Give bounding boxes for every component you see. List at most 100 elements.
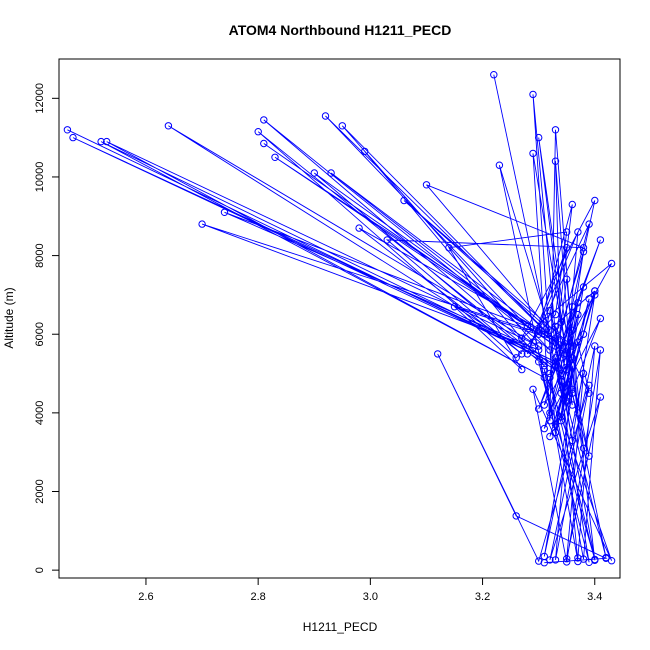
data-point (551, 354, 560, 362)
data-point (540, 365, 548, 374)
y-tick-label: 6000 (34, 322, 46, 346)
data-point (596, 236, 605, 244)
data-point (540, 424, 548, 433)
y-tick-label: 2000 (34, 479, 46, 503)
data-point (551, 126, 560, 134)
data-point (400, 196, 408, 205)
data-point (63, 126, 72, 134)
data-point (546, 409, 554, 417)
data-point (574, 299, 582, 307)
data-point (450, 303, 459, 311)
data-point (383, 236, 391, 244)
data-point (563, 350, 571, 358)
data-point (585, 381, 593, 389)
data-point (422, 181, 431, 189)
data-point (563, 365, 571, 374)
data-point (591, 196, 599, 205)
data-point (596, 393, 605, 401)
data-point (563, 244, 571, 252)
data-point (540, 552, 548, 561)
data-point (557, 318, 565, 327)
y-tick-label: 8000 (34, 243, 46, 267)
data-point (585, 558, 593, 566)
data-point (585, 295, 593, 303)
data-point (535, 342, 543, 350)
series-line (437, 345, 613, 564)
data-point (568, 342, 576, 350)
data-point (574, 409, 582, 417)
data-point (535, 330, 543, 338)
y-axis-label: Altitude (m) (2, 287, 16, 348)
data-point (260, 116, 268, 124)
data-point (338, 122, 346, 130)
data-point (563, 358, 571, 366)
x-tick-label: 3.0 (363, 591, 378, 603)
data-point (546, 346, 554, 354)
data-point (585, 220, 593, 228)
data-point (495, 161, 504, 169)
data-point (529, 338, 537, 346)
data-point (563, 397, 571, 405)
data-point (546, 373, 554, 382)
data-point (445, 244, 453, 252)
data-point (540, 401, 548, 409)
chart-title: ATOM4 Northbound H1211_PECD (229, 22, 452, 38)
data-point (529, 90, 537, 99)
data-point (535, 557, 543, 565)
data-point (540, 362, 548, 370)
data-point (523, 322, 532, 331)
data-point (607, 259, 616, 268)
data-point (535, 405, 543, 413)
data-point (254, 128, 262, 136)
data-point (579, 330, 588, 338)
data-point (551, 334, 560, 342)
data-point (563, 555, 571, 563)
data-point (568, 200, 576, 209)
x-tick-label: 3.4 (587, 591, 602, 603)
data-point (585, 452, 593, 460)
data-point (596, 314, 605, 323)
data-point (551, 428, 560, 437)
data-point (271, 153, 279, 162)
data-point (529, 149, 537, 158)
data-point (568, 326, 576, 334)
data-point (568, 401, 576, 409)
data-point (557, 377, 565, 386)
data-point (103, 137, 111, 146)
data-point (434, 350, 442, 358)
data-point (574, 554, 582, 562)
data-point (551, 358, 560, 366)
x-axis-label: H1211_PECD (303, 620, 378, 634)
data-point (355, 224, 363, 232)
data-point (574, 310, 582, 319)
data-point (540, 330, 548, 338)
data-point (361, 147, 369, 156)
data-point (540, 358, 548, 366)
data-point (551, 362, 560, 370)
data-point (220, 208, 229, 217)
data-point (557, 413, 565, 421)
data-point (557, 389, 565, 397)
x-tick-label: 3.2 (475, 591, 490, 603)
data-point (585, 389, 593, 397)
data-point (198, 220, 206, 228)
data-point (579, 248, 588, 256)
data-point (551, 338, 560, 346)
data-point (512, 354, 520, 362)
data-point (563, 228, 571, 236)
data-point (602, 553, 610, 562)
data-point (596, 346, 605, 354)
data-point (568, 362, 576, 370)
data-point (546, 432, 554, 441)
y-tick-label: 10000 (34, 162, 46, 193)
data-point (574, 338, 582, 346)
data-point (523, 350, 532, 358)
data-point (557, 354, 565, 362)
data-point (546, 417, 554, 425)
series-points (63, 71, 616, 567)
data-point (551, 421, 560, 429)
data-point (563, 393, 571, 401)
data-point (568, 303, 576, 311)
data-point (535, 358, 543, 366)
data-point (529, 385, 537, 393)
